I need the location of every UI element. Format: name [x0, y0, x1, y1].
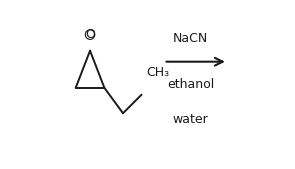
Text: water: water [173, 114, 209, 126]
Text: CH₃: CH₃ [147, 66, 170, 79]
Circle shape [85, 30, 95, 39]
Text: O: O [85, 28, 95, 41]
Text: NaCN: NaCN [173, 32, 208, 44]
Text: ethanol: ethanol [167, 78, 214, 91]
